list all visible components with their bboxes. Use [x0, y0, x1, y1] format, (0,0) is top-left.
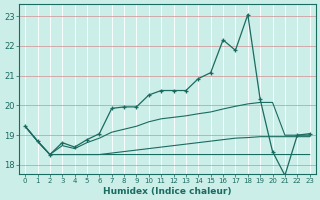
- X-axis label: Humidex (Indice chaleur): Humidex (Indice chaleur): [103, 187, 232, 196]
